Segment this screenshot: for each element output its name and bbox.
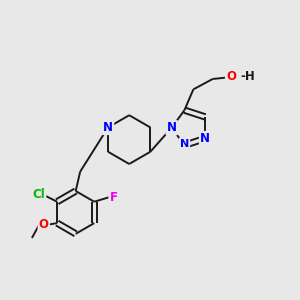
Text: N: N [180, 139, 189, 149]
Text: O: O [226, 70, 236, 83]
Text: N: N [167, 121, 177, 134]
Text: -H: -H [240, 70, 255, 83]
Text: N: N [103, 121, 113, 134]
Text: F: F [110, 191, 118, 204]
Text: N: N [200, 132, 210, 145]
Text: Cl: Cl [32, 188, 45, 201]
Text: O: O [39, 218, 49, 231]
